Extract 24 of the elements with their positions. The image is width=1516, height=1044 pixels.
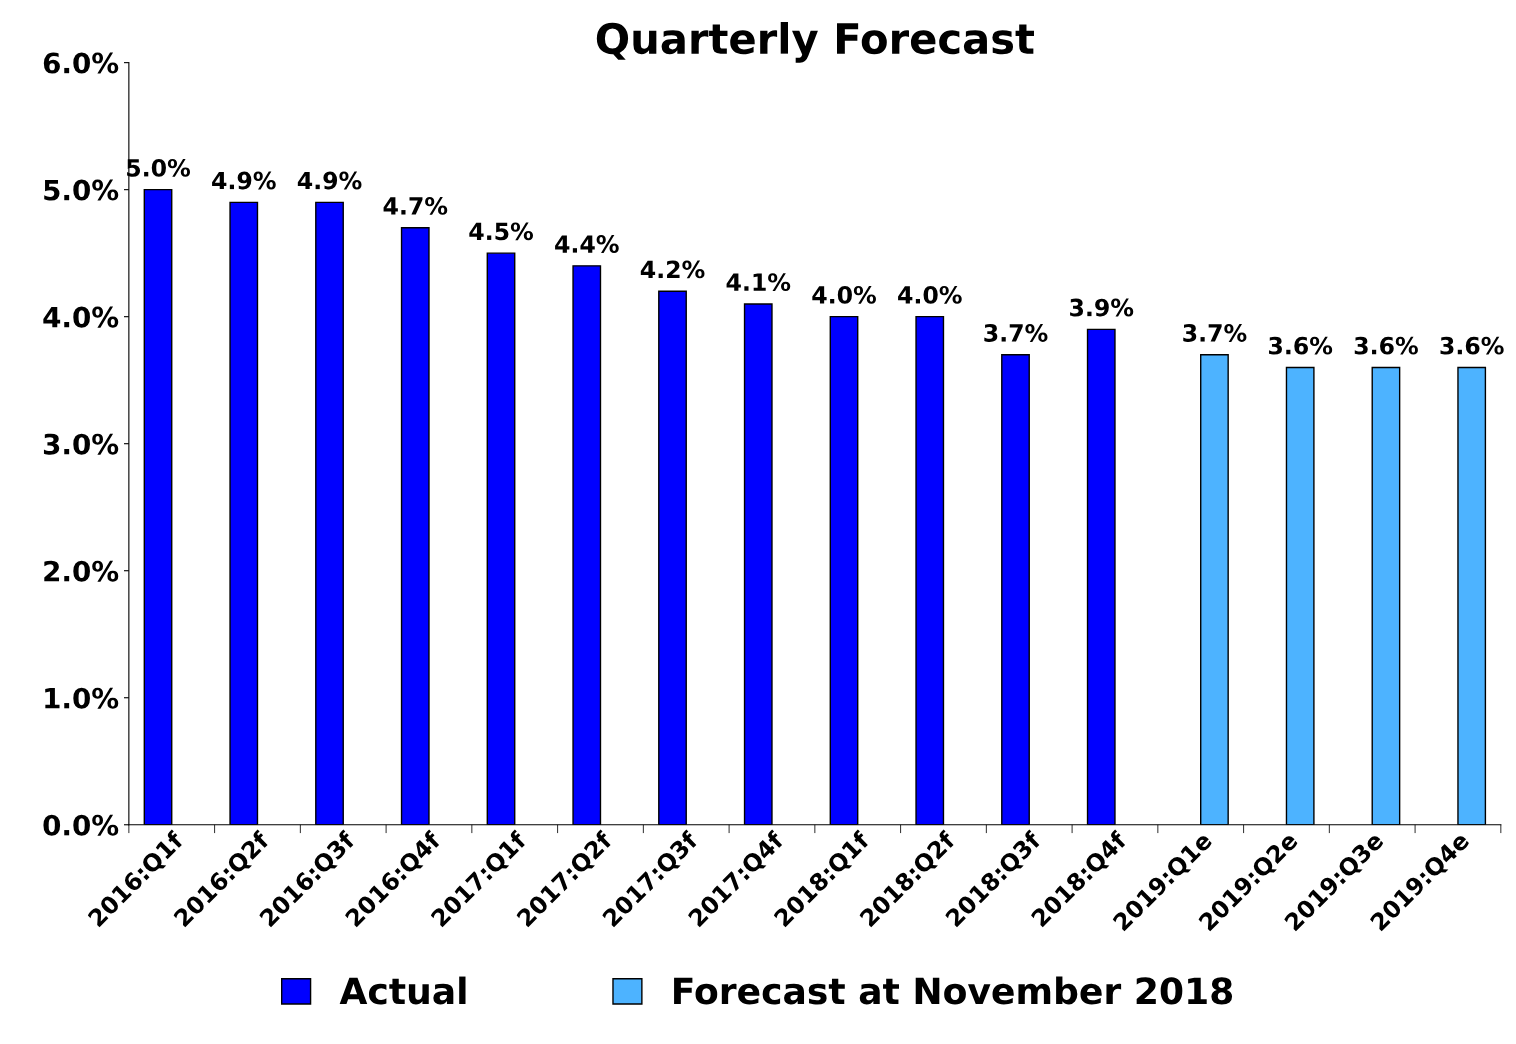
text: 4.2% — [640, 260, 705, 279]
y-tick-label: 1.0% — [45, 687, 119, 709]
text: 4.1% — [726, 273, 791, 292]
text: 4.0% — [898, 285, 962, 304]
y-tick-label: 6.0% — [43, 52, 119, 74]
text: 4.9% — [212, 171, 276, 190]
y-tick-label: 4.0% — [43, 306, 119, 328]
y-tick-label: 3.0% — [43, 433, 119, 455]
text: 4.9% — [297, 171, 362, 190]
text: 3.7% — [984, 324, 1048, 342]
text: 3.6% — [1269, 336, 1333, 355]
text: 4.5% — [469, 222, 533, 241]
y-tick-label: 5.0% — [44, 179, 119, 201]
text: 4.4% — [555, 235, 619, 253]
legend-label: Actual — [339, 976, 466, 1005]
text: 3.6% — [1440, 336, 1504, 355]
chart-title: Quarterly Forecast — [596, 21, 1034, 63]
text: 4.7% — [383, 197, 448, 215]
y-tick-label: 2.0% — [44, 560, 119, 582]
text: 3.6% — [1354, 336, 1418, 355]
legend-label: Forecast at November 2018 — [674, 976, 1233, 1005]
text: 3.9% — [1070, 298, 1134, 317]
text: 3.7% — [1183, 324, 1247, 342]
text: 4.0% — [812, 285, 876, 304]
